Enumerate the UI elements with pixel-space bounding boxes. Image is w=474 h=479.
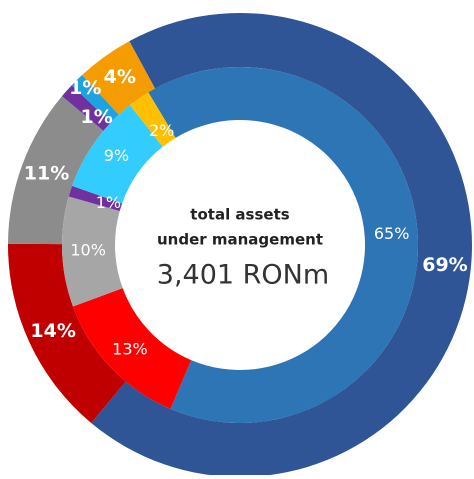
donut-slice <box>8 243 126 423</box>
slice-label: 14% <box>30 320 75 342</box>
donut-slice <box>71 75 119 123</box>
slice-label: 13% <box>112 339 148 358</box>
slice-label: 69% <box>422 254 467 276</box>
donut-slice <box>91 13 472 478</box>
donut-slice <box>62 196 123 307</box>
slice-label: 65% <box>374 224 410 243</box>
donut-slice <box>72 288 192 409</box>
slice-label: 1% <box>69 77 101 99</box>
rings <box>8 13 472 478</box>
center-total: 3,401 RONm <box>157 260 329 291</box>
donut-slice <box>82 41 156 115</box>
slice-label: 11% <box>24 163 69 185</box>
slice-label: 2% <box>149 121 174 140</box>
labels: 69%14%11%1%1% 4%65%13%10%1%9%2% <box>24 66 468 358</box>
slice-label: 1% <box>96 193 121 212</box>
slice-label: 4% <box>104 66 136 88</box>
slice-label: 1% <box>81 106 113 128</box>
slice-label: 10% <box>70 240 106 259</box>
donut-slice <box>68 185 123 211</box>
donut-slice <box>72 105 163 204</box>
slice-label: 9% <box>104 146 129 165</box>
donut-slice <box>8 96 104 245</box>
donut-slice <box>62 85 111 131</box>
donut-slice <box>148 67 418 423</box>
center-title: under management <box>157 231 323 249</box>
center-title: total assets <box>190 206 289 224</box>
donut-slice <box>129 92 176 147</box>
